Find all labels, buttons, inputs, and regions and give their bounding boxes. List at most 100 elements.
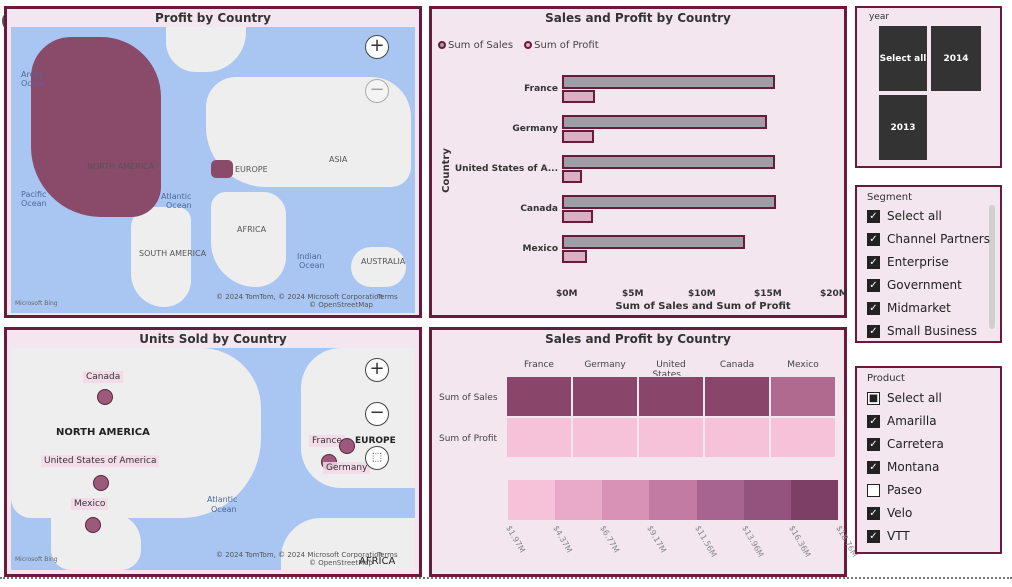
- checkbox-icon[interactable]: ✓: [867, 209, 880, 223]
- units-map-title: Units Sold by Country: [139, 332, 287, 346]
- y-axis-title: Country: [440, 148, 452, 193]
- year-tile-2013[interactable]: 2013: [879, 95, 927, 160]
- segment_slicer-label: Small Business: [887, 324, 978, 338]
- profit-bar[interactable]: [562, 90, 596, 103]
- map-label: Ocean: [21, 199, 47, 208]
- map-copyright: © 2024 TomTom, © 2024 Microsoft Corporat…: [216, 551, 383, 559]
- gradient-label: $16.36M: [787, 524, 813, 559]
- segment_slicer-item[interactable]: ✓ Government: [867, 278, 962, 292]
- profit-bar[interactable]: [562, 210, 593, 223]
- year-slicer-title: year: [869, 12, 890, 22]
- gradient-label: $1.97M: [504, 524, 527, 555]
- checkbox-icon[interactable]: ✓: [867, 278, 880, 292]
- south-america-shape: [131, 207, 191, 307]
- matrix-cell[interactable]: [506, 417, 572, 458]
- matrix-cell[interactable]: [572, 417, 638, 458]
- checkbox-icon[interactable]: ✓: [867, 301, 880, 315]
- profit-bar[interactable]: [562, 170, 583, 183]
- gradient-label: $11.56M: [692, 524, 719, 559]
- units-bubble-canada[interactable]: [97, 389, 113, 405]
- matrix-row-header: Sum of Sales: [439, 393, 498, 403]
- map-label: Atlantic: [207, 495, 238, 504]
- heatmap: France Germany United States... Canada Mexic…: [432, 330, 859, 574]
- units-bubble-france[interactable]: [339, 438, 355, 454]
- year-tile-select-all[interactable]: Select all: [879, 26, 927, 91]
- gradient-label: $6.77M: [598, 524, 622, 555]
- product_slicer-item[interactable]: ✓ Carretera: [867, 437, 944, 451]
- segment_slicer-label: Government: [887, 278, 962, 292]
- checkbox-icon[interactable]: ✓: [867, 232, 880, 246]
- map-copyright: © 2024 TomTom, © 2024 Microsoft Corporat…: [216, 293, 383, 301]
- product_slicer-label: Amarilla: [887, 414, 937, 428]
- segment_slicer-item[interactable]: ✓ Small Business: [867, 324, 977, 338]
- sales-bar[interactable]: [562, 155, 776, 169]
- sales-bar[interactable]: [562, 75, 776, 89]
- matrix-cell[interactable]: [638, 376, 704, 417]
- product_slicer-item[interactable]: ■ Select all: [867, 391, 942, 405]
- matrix-cell[interactable]: [704, 417, 770, 458]
- checkbox-icon[interactable]: ✓: [867, 460, 880, 474]
- map-terms-link[interactable]: Terms: [377, 551, 398, 559]
- profit-map[interactable]: Arctic Ocean NORTH AMERICA Pacific Ocean…: [11, 27, 415, 313]
- segment_slicer-item[interactable]: ✓ Select all: [867, 209, 942, 223]
- matrix-cell[interactable]: [770, 376, 836, 417]
- sales-bar[interactable]: [562, 115, 768, 129]
- map-terms-link[interactable]: Terms: [377, 293, 398, 301]
- checkbox-icon[interactable]: ✓: [867, 324, 880, 338]
- category-label: Germany: [512, 124, 558, 134]
- australia-shape: [351, 247, 406, 287]
- matrix-cell[interactable]: [506, 376, 572, 417]
- zoom-in-button[interactable]: +: [365, 358, 389, 382]
- units-bubble-usa[interactable]: [93, 475, 109, 491]
- map-label: SOUTH AMERICA: [139, 249, 207, 258]
- units-map[interactable]: NORTH AMERICA EUROPE Atlantic Ocean AFRI…: [11, 348, 415, 570]
- product_slicer-item[interactable]: ✓ Velo: [867, 506, 912, 520]
- matrix-cell[interactable]: [704, 376, 770, 417]
- units-bubble-mexico[interactable]: [85, 517, 101, 533]
- checkbox-icon[interactable]: ✓: [867, 437, 880, 451]
- checkbox-icon[interactable]: ✓: [867, 414, 880, 428]
- category-label: Mexico: [522, 244, 558, 254]
- matrix-column-header: Mexico: [787, 360, 819, 370]
- checkbox-icon[interactable]: ✓: [867, 255, 880, 269]
- map-label: Ocean: [211, 505, 237, 514]
- profit-bar[interactable]: [562, 130, 595, 143]
- osm-link[interactable]: © OpenStreetMap: [309, 301, 373, 309]
- map-label: Atlantic: [161, 192, 192, 201]
- matrix-cell[interactable]: [638, 417, 704, 458]
- matrix-cell[interactable]: [572, 376, 638, 417]
- segment_slicer-item[interactable]: ✓ Enterprise: [867, 255, 949, 269]
- product_slicer-item[interactable]: ✓ Amarilla: [867, 414, 937, 428]
- product_slicer-item[interactable]: ✓ Montana: [867, 460, 939, 474]
- sales-bar[interactable]: [562, 235, 745, 249]
- segment_slicer-item[interactable]: ✓ Midmarket: [867, 301, 951, 315]
- product_slicer-label: Carretera: [887, 437, 944, 451]
- select-tool-icon[interactable]: ⬚: [365, 446, 389, 470]
- profit-map-title: Profit by Country: [155, 11, 271, 25]
- osm-link[interactable]: © OpenStreetMap: [309, 559, 373, 567]
- checkbox-icon[interactable]: ■: [867, 391, 880, 405]
- legend-item-profit[interactable]: Sum of Profit: [524, 40, 599, 51]
- product_slicer-item[interactable]: ✓ VTT: [867, 529, 910, 543]
- sales-bar[interactable]: [562, 195, 776, 209]
- profit-map-panel: Profit by Country Arctic Ocean NORTH AME…: [4, 6, 422, 318]
- x-axis-title: Sum of Sales and Sum of Profit: [615, 301, 791, 312]
- checkbox-icon[interactable]: ✓: [867, 506, 880, 520]
- x-tick-label: $10M: [688, 289, 716, 299]
- segment_slicer-item[interactable]: ✓ Channel Partners: [867, 232, 990, 246]
- year-tile-2014[interactable]: 2014: [931, 26, 981, 91]
- checkbox-icon[interactable]: [867, 483, 880, 497]
- segment_slicer-label: Enterprise: [887, 255, 949, 269]
- checkbox-icon[interactable]: ✓: [867, 529, 880, 543]
- map-label: AFRICA: [237, 225, 267, 234]
- product_slicer-item[interactable]: Paseo: [867, 483, 922, 497]
- profit-bar[interactable]: [562, 250, 588, 263]
- matrix-column-header: France: [524, 360, 554, 370]
- x-tick-label: $20M: [820, 289, 848, 299]
- zoom-out-button[interactable]: −: [365, 402, 389, 426]
- segment-scrollbar[interactable]: [989, 205, 995, 329]
- matrix-cell[interactable]: [770, 417, 836, 458]
- zoom-in-button[interactable]: +: [365, 35, 389, 59]
- legend-item-sales[interactable]: Sum of Sales: [438, 40, 513, 51]
- zoom-out-button[interactable]: −: [365, 79, 389, 103]
